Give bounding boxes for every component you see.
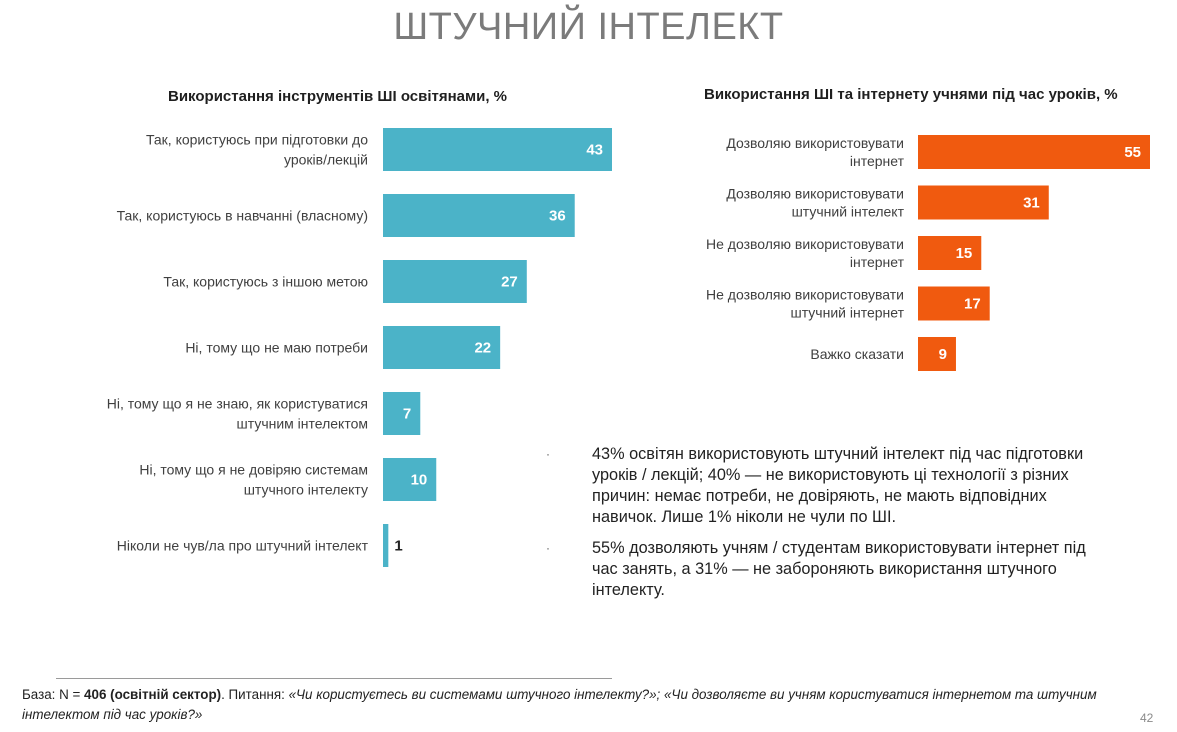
category-label-students-4: Не дозволяю використовувати штучний інтер… [706,287,905,321]
footer-questions: «Чи користуєтесь ви системами штучного і… [22,687,1097,722]
category-label-line: інтернет [850,254,905,270]
data-label-educators-3: 27 [501,274,518,291]
category-label-line: Дозволяю використовувати [726,186,904,202]
data-label-educators-2: 36 [549,208,566,225]
bar-educators-1 [383,128,612,171]
category-label-line: Дозволяю використовувати [726,135,904,151]
category-label-line: уроків/лекцій [284,152,368,168]
category-label-line: штучний інтернет [791,305,905,321]
bar-students-3 [918,236,982,270]
category-label-students-3: Не дозволяю використовувати інтернет [706,236,905,270]
bar-educators-2 [383,194,575,237]
category-label-line: штучний інтелект [792,204,905,220]
page-number: 42 [1140,711,1154,725]
data-label-students-1: 55 [1124,144,1141,161]
category-label-line: Так, користуюсь при підготовки до [146,132,368,148]
bullet-marker: · [546,447,550,461]
page-title: ШТУЧНИЙ ІНТЕЛЕКТ [393,6,784,48]
data-label-students-5: 9 [939,346,947,363]
data-label-educators-4: 22 [474,340,491,357]
footer-question-label: . Питання: [221,687,289,702]
bar-students-2 [918,185,1049,220]
category-label-line: Так, користуюсь з іншою метою [163,274,368,290]
category-label-educators-1: Так, користуюсь при підготовки до уроків/… [146,132,368,168]
footer-note: База: N = 406 (освітній сектор). Питання… [22,685,1162,725]
category-label-line: Не дозволяю використовувати [706,287,904,303]
category-label-line: Ні, тому що я не знаю, як користуватися [107,396,368,412]
chart-title-educators: Використання інструментів ШІ освітянами,… [168,88,508,105]
category-label-educators-7: Ніколи не чув/ла про штучний інтелект [117,538,369,554]
category-label-line: штучним інтелектом [237,416,368,432]
bullet-list: · 43% освітян використовують штучний інт… [546,444,1106,611]
data-label-educators-1: 43 [586,142,603,159]
category-label-educators-3: Так, користуюсь з іншою метою [163,274,368,290]
data-label-educators-7: 1 [394,538,402,555]
category-label-students-2: Дозволяю використовувати штучний інтелект [726,186,904,220]
data-label-educators-6: 10 [411,472,428,489]
bar-students-4 [918,286,990,321]
category-label-educators-2: Так, користуюсь в навчанні (власному) [117,208,368,224]
footer-base-label: База: N = [22,687,85,702]
bar-educators-4 [383,326,501,369]
category-label-line: Ні, тому що я не довіряю системам [139,462,368,478]
category-label-line: штучного інтелекту [244,482,368,498]
category-label-line: Не дозволяю використовувати [706,236,904,252]
footer-base-n: 406 (освітній сектор) [84,687,222,702]
bar-educators-5 [383,392,421,435]
category-label-line: Ніколи не чув/ла про штучний інтелект [117,538,369,554]
bar-educators-7 [383,524,389,567]
bar-chart-educators: 43 Так, користуюсь при підготовки до урокі… [107,128,612,567]
bar-educators-3 [383,260,527,303]
bullet-item: · 55% дозволяють учням / студентам викор… [546,538,1106,601]
bar-educators-6 [383,458,437,501]
bullet-marker: · [546,541,550,555]
data-label-students-3: 15 [956,245,973,262]
category-label-line: Важко сказати [810,346,904,362]
bullet-item: · 43% освітян використовують штучний інт… [546,444,1106,528]
data-label-students-4: 17 [964,296,981,313]
bar-chart-students: 55 Дозволяю використовувати інтернет 31 Дозв… [706,135,1150,371]
category-label-line: Ні, тому що не маю потреби [185,340,368,356]
charts-canvas: 43 Так, користуюсь при підготовки до урокі… [107,128,1150,567]
data-label-students-2: 31 [1023,195,1040,212]
footer-divider [56,678,612,679]
data-label-educators-5: 7 [403,406,411,423]
category-label-students-1: Дозволяю використовувати інтернет [726,135,904,169]
bullet-text: 55% дозволяють учням / студентам викорис… [592,539,1086,599]
chart-title-students: Використання ШІ та інтернету учнями під … [704,86,1118,103]
bar-students-1 [918,135,1150,169]
bullet-text: 43% освітян використовують штучний інтел… [592,445,1084,526]
category-label-educators-6: Ні, тому що я не довіряю системам штучног… [139,462,368,498]
category-label-students-5: Важко сказати [810,346,904,362]
category-label-line: інтернет [850,153,905,169]
bar-students-5 [918,337,956,371]
category-label-educators-4: Ні, тому що не маю потреби [185,340,368,356]
category-label-line: Так, користуюсь в навчанні (власному) [117,208,368,224]
category-label-educators-5: Ні, тому що я не знаю, як користуватися ш… [107,396,368,432]
